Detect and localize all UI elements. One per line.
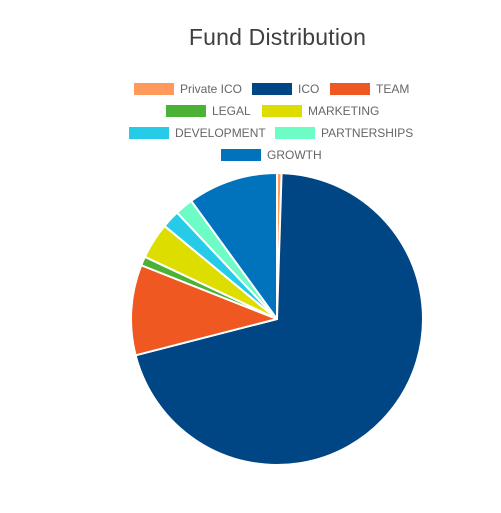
legend-item-ico[interactable]: ICO [252,82,319,96]
legend-item-growth[interactable]: GROWTH [221,148,322,162]
legend-item-development[interactable]: DEVELOPMENT [129,126,266,140]
chart-legend: Private ICO ICO TEAM LEGAL MARKETING DEVELOPM… [0,0,501,170]
legend-label: ICO [298,82,320,96]
legend-item-marketing[interactable]: MARKETING [262,104,379,118]
legend-label: TEAM [376,82,410,96]
legend-label: DEVELOPMENT [175,126,266,140]
pie-slice-ico[interactable] [134,172,424,466]
legend-swatch [262,105,302,117]
legend-swatch [134,83,174,95]
pie-slice-team[interactable] [130,264,278,357]
legend-swatch [166,105,206,117]
legend-item-legal[interactable]: LEGAL [166,104,251,118]
legend-swatch [221,149,261,161]
legend-swatch [252,83,292,95]
legend-label: LEGAL [212,104,251,118]
legend-swatch [275,127,315,139]
legend-swatch [330,83,370,95]
legend-item-team[interactable]: TEAM [330,82,409,96]
legend-label: Private ICO [180,82,243,96]
chart-title: Fund Distribution [188,24,367,50]
legend-item-private-ico[interactable]: Private ICO [134,82,242,96]
legend-label: PARTNERSHIPS [321,126,414,140]
legend-label: GROWTH [267,148,322,162]
legend-swatch [129,127,169,139]
pie-slice-growth[interactable] [190,172,278,320]
legend-label: MARKETING [308,104,380,118]
legend-item-partnerships[interactable]: PARTNERSHIPS [275,126,413,140]
